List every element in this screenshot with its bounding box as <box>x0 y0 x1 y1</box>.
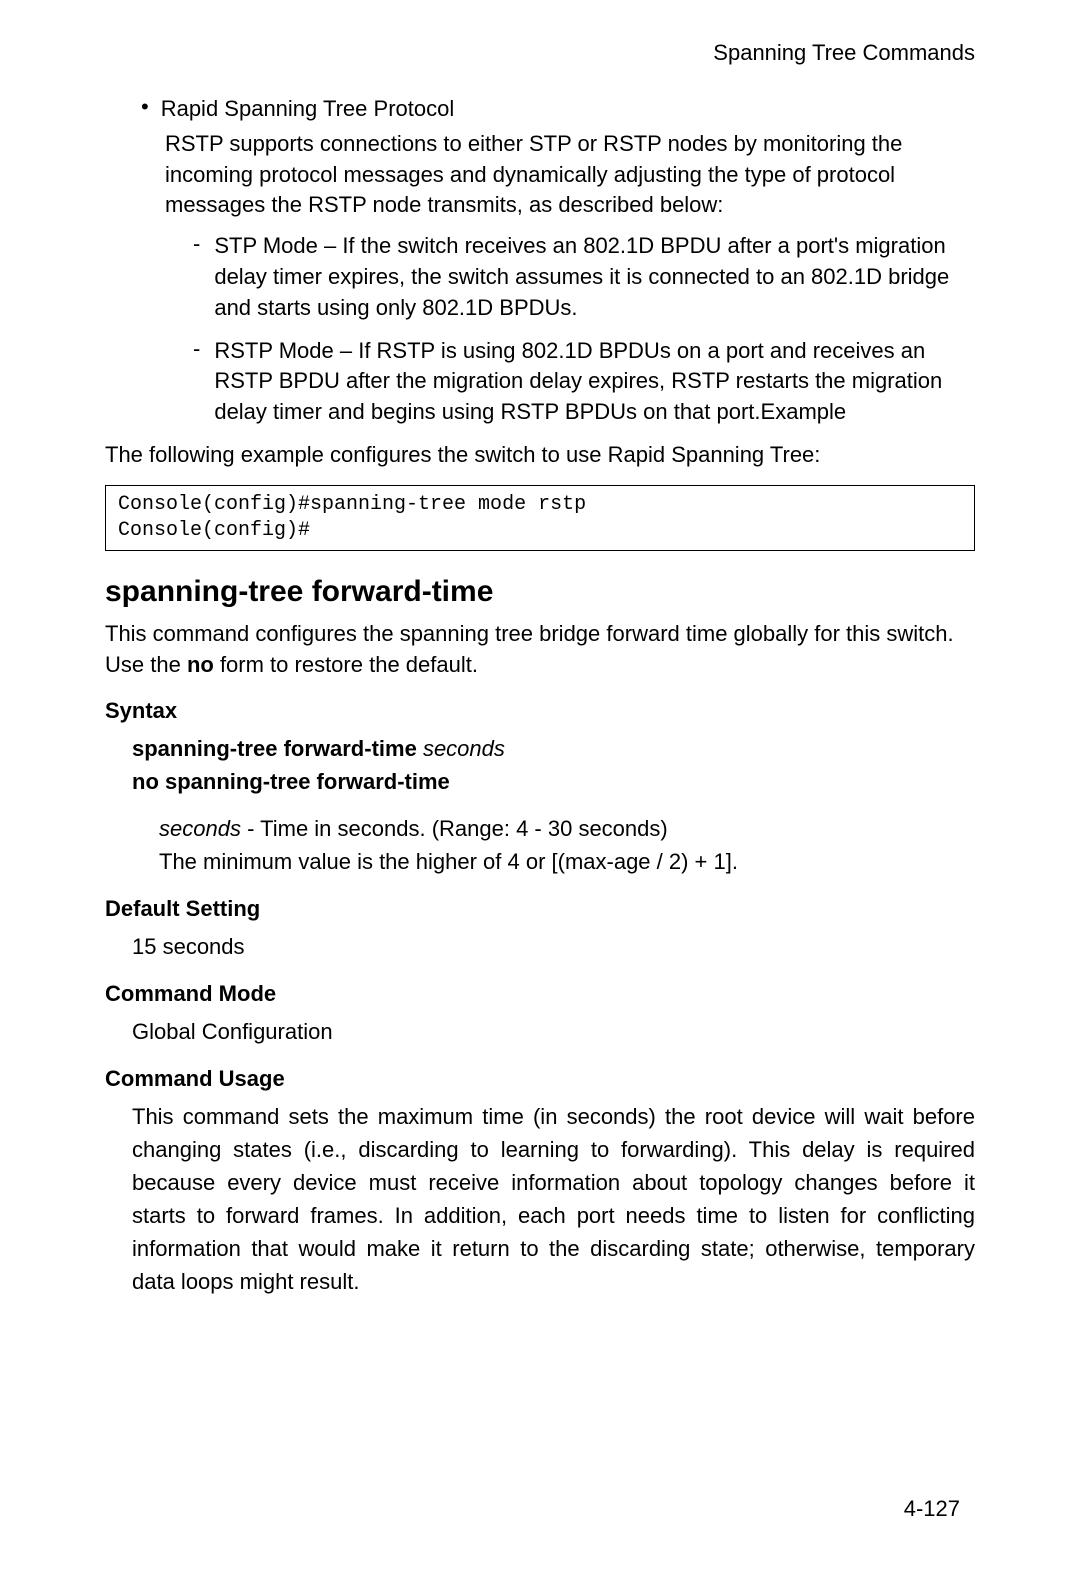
param-block: seconds - Time in seconds. (Range: 4 - 3… <box>159 812 975 878</box>
command-usage-text: This command sets the maximum time (in s… <box>132 1100 975 1298</box>
desc-bold: no <box>187 652 214 677</box>
syntax-cmd: spanning-tree forward-time <box>132 736 417 761</box>
example-intro: The following example configures the swi… <box>105 440 975 471</box>
default-setting-label: Default Setting <box>105 896 975 922</box>
code-block: Console(config)#spanning-tree mode rstp … <box>105 485 975 551</box>
bullet-description: RSTP supports connections to either STP … <box>165 129 975 221</box>
param-line1: seconds - Time in seconds. (Range: 4 - 3… <box>159 812 975 845</box>
command-mode-value: Global Configuration <box>132 1015 975 1048</box>
param-line2: The minimum value is the higher of 4 or … <box>159 845 975 878</box>
section-description: This command configures the spanning tre… <box>105 619 975 681</box>
syntax-label: Syntax <box>105 698 975 724</box>
dash-item: - RSTP Mode – If RSTP is using 802.1D BP… <box>193 336 975 428</box>
dash-content: RSTP Mode – If RSTP is using 802.1D BPDU… <box>214 336 975 428</box>
bullet-list: • Rapid Spanning Tree Protocol RSTP supp… <box>141 94 975 428</box>
dash-item: - STP Mode – If the switch receives an 8… <box>193 231 975 323</box>
command-usage-label: Command Usage <box>105 1066 975 1092</box>
syntax-param: seconds <box>423 736 505 761</box>
desc-part2: form to restore the default. <box>214 652 478 677</box>
syntax-line2: no spanning-tree forward-time <box>132 765 975 798</box>
dash-marker: - <box>193 231 200 323</box>
syntax-block: spanning-tree forward-time seconds no sp… <box>132 732 975 878</box>
bullet-marker: • <box>141 94 149 125</box>
page-header: Spanning Tree Commands <box>105 40 975 66</box>
syntax-line1: spanning-tree forward-time seconds <box>132 732 975 765</box>
dash-marker: - <box>193 336 200 428</box>
bullet-title: Rapid Spanning Tree Protocol <box>161 96 455 121</box>
param-name: seconds <box>159 816 241 841</box>
default-setting-value: 15 seconds <box>132 930 975 963</box>
section-title: spanning-tree forward-time <box>105 575 975 609</box>
page-number: 4-127 <box>904 1496 960 1522</box>
dash-content: STP Mode – If the switch receives an 802… <box>214 231 975 323</box>
command-mode-label: Command Mode <box>105 981 975 1007</box>
bullet-item: • Rapid Spanning Tree Protocol <box>141 94 975 125</box>
bullet-content: Rapid Spanning Tree Protocol <box>161 94 975 125</box>
dash-list: - STP Mode – If the switch receives an 8… <box>193 231 975 428</box>
param-desc: - Time in seconds. (Range: 4 - 30 second… <box>241 816 668 841</box>
